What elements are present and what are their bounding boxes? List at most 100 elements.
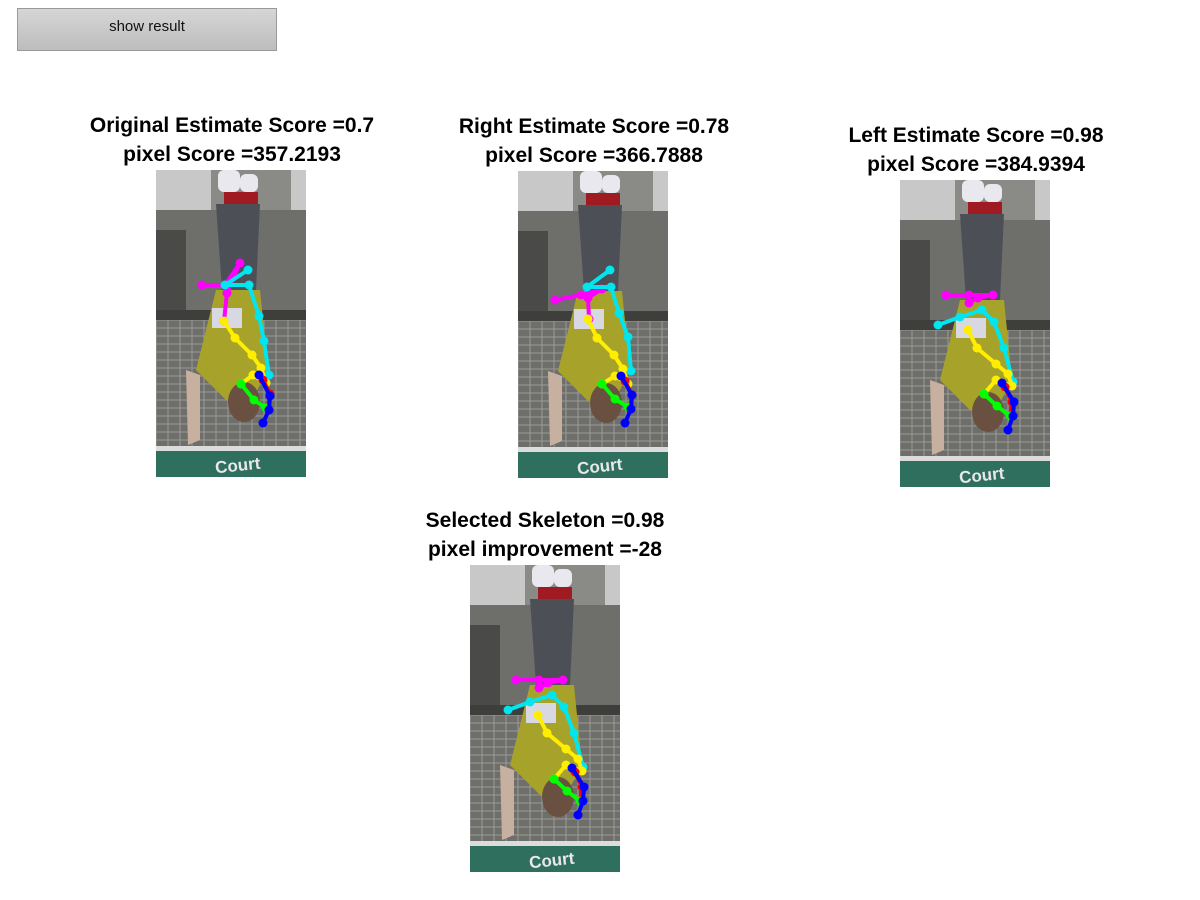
skeleton-joint (197, 280, 207, 290)
skeleton-joint (610, 394, 620, 404)
building-shadow (518, 231, 548, 311)
skeleton-joint (256, 363, 266, 373)
skeleton-joint (254, 370, 264, 380)
skeleton-joint (503, 705, 513, 715)
skeleton-joint (254, 311, 264, 321)
skeleton-limb-magenta-0 (511, 675, 568, 693)
skeleton-joint (569, 728, 579, 738)
socks (538, 587, 572, 599)
skeleton-joint (627, 390, 637, 400)
head (590, 383, 622, 423)
head (228, 382, 260, 422)
skeleton-joint (579, 782, 589, 792)
court-sign (518, 451, 668, 478)
court-sign (156, 450, 306, 477)
skeleton-joint (605, 265, 615, 275)
skeleton-joint (264, 370, 274, 380)
skeleton-joint (550, 295, 560, 305)
skeleton-joint (1009, 397, 1019, 407)
shoe-left (218, 170, 240, 192)
skeleton-joint (989, 317, 999, 327)
skeleton-joint (623, 332, 633, 342)
skeleton-joint (258, 418, 268, 428)
skeleton-joint (964, 298, 974, 308)
skeleton-joint (547, 690, 557, 700)
skeleton-joint (534, 683, 544, 693)
skeleton-limb-green-4 (597, 379, 633, 412)
skeleton-joint (955, 312, 965, 322)
skeleton-joint (549, 774, 559, 784)
skeleton-joint (219, 316, 229, 326)
court-sign-text: Court (528, 849, 575, 872)
skeleton-joint (606, 282, 616, 292)
skeleton-joint (244, 280, 254, 290)
selected-skeleton-title: Selected Skeleton =0.98 pixel improvemen… (335, 506, 755, 564)
skeleton-limb-blue-5 (567, 763, 589, 820)
right-pixel-score: pixel Score =366.7888 (485, 144, 703, 167)
skeleton-joint (991, 359, 1001, 369)
skeleton-joint (561, 744, 571, 754)
sign-rim (156, 446, 306, 451)
skeleton-joint (222, 288, 232, 298)
skeleton-joint (592, 333, 602, 343)
building-shadow (900, 240, 930, 320)
skeleton-joint (941, 290, 951, 300)
skeleton-joint (525, 697, 535, 707)
skeleton-joint (243, 265, 253, 275)
skeleton-joint (567, 763, 577, 773)
skeleton-joint (562, 786, 572, 796)
court-sign (900, 460, 1050, 487)
left-estimate-title: Left Estimate Score =0.98 pixel Score =3… (766, 121, 1186, 179)
selected-skeleton-score: Selected Skeleton =0.98 (425, 509, 665, 532)
skeleton-joint (582, 282, 592, 292)
skeleton-joint (973, 293, 983, 303)
jeans (530, 599, 574, 685)
skeleton-joint (620, 418, 630, 428)
skeleton-bone (585, 268, 633, 373)
show-result-button[interactable]: show result (17, 8, 277, 51)
skeleton-joint (992, 401, 1002, 411)
jeans (960, 214, 1004, 300)
skeleton-joint (616, 371, 626, 381)
skeleton-joint (533, 710, 543, 720)
original-estimate-score: Original Estimate Score =0.7 (89, 114, 375, 137)
arm-hanging (500, 765, 514, 840)
shoe-right (984, 184, 1002, 202)
socks (586, 193, 620, 205)
skeleton-joint (235, 258, 245, 268)
shoe-left (532, 565, 554, 587)
arm-hanging (930, 380, 944, 455)
skeleton-joint (559, 702, 569, 712)
skeleton-joint (988, 290, 998, 300)
left-pixel-score: pixel Score =384.9394 (867, 153, 1085, 176)
skeleton-joint (230, 333, 240, 343)
court-sign-text: Court (958, 464, 1005, 487)
skeleton-joint (573, 754, 583, 764)
skeleton-bone (223, 268, 271, 377)
skeleton-joint (220, 280, 230, 290)
skeleton-joint (964, 290, 974, 300)
skeleton-limb-cyan-1 (582, 265, 636, 376)
photo-svg: Court (470, 565, 620, 872)
skeleton-joint (511, 675, 521, 685)
skeleton-joint (578, 796, 588, 806)
photo-svg: Court (156, 170, 306, 477)
sign-rim (900, 456, 1050, 461)
selected-skeleton-image: Court (470, 565, 620, 872)
skeleton-joint (534, 675, 544, 685)
skeleton-joint (576, 290, 586, 300)
skeleton-joint (618, 364, 628, 374)
sign-rim (470, 841, 620, 846)
skeleton-joint (979, 389, 989, 399)
skeleton-joint (933, 320, 943, 330)
skeleton-joint (577, 766, 587, 776)
skeleton-limb-cyan-1 (220, 265, 274, 380)
skeleton-joint (1003, 369, 1013, 379)
arm-hanging (548, 371, 562, 446)
court-sign-text: Court (576, 455, 623, 478)
skeleton-limb-magenta-0 (941, 290, 998, 308)
original-pixel-score: pixel Score =357.2193 (123, 143, 341, 166)
skeleton-limb-blue-5 (616, 371, 637, 428)
skeleton-joint (997, 378, 1007, 388)
skeleton-bone (1000, 381, 1016, 432)
